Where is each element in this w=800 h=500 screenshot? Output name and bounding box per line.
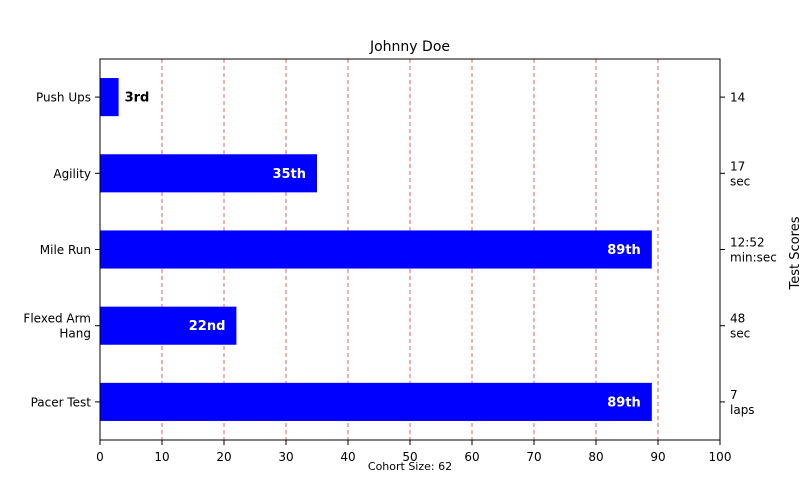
bar <box>100 230 652 269</box>
bar <box>100 78 119 117</box>
x-axis: 0 10 20 30 40 50 60 70 80 90 100 <box>96 440 731 464</box>
category-label: Agility <box>53 167 91 181</box>
x-tick-label: 80 <box>588 450 603 464</box>
x-tick-label: 60 <box>464 450 479 464</box>
rank-labels: 89th 22nd 89th 35th 3rd <box>125 91 641 411</box>
score-label: 7 laps <box>730 388 755 417</box>
category-label: Push Ups <box>36 91 91 105</box>
x-tick-label: 30 <box>278 450 293 464</box>
category-axis: Pacer Test Flexed Arm Hang Mile Run Agility P… <box>23 91 100 409</box>
bars <box>100 78 652 421</box>
right-axis-label: Test Scores <box>788 216 800 290</box>
bar <box>100 306 237 345</box>
rank-label: 3rd <box>125 91 150 106</box>
bar <box>100 382 652 421</box>
category-label: Mile Run <box>40 243 91 257</box>
score-label: 14 <box>730 91 745 105</box>
chart-title: Johnny Doe <box>369 39 450 55</box>
score-label: 17 sec <box>730 159 750 188</box>
x-tick-label: 20 <box>216 450 231 464</box>
category-label: Pacer Test <box>31 395 92 409</box>
x-tick-label: 90 <box>650 450 665 464</box>
x-tick-label: 40 <box>340 450 355 464</box>
x-tick-label: 100 <box>709 450 732 464</box>
cohort-size-label: Cohort Size: 62 <box>367 460 453 473</box>
score-label: 12:52 min:sec <box>730 236 777 265</box>
score-axis: 7 laps 48 sec 12:52 min:sec 17 sec 14 <box>720 91 777 417</box>
x-tick-label: 70 <box>526 450 541 464</box>
bar <box>100 154 317 193</box>
category-label: Flexed Arm Hang <box>23 312 91 341</box>
x-tick-label: 50 <box>402 450 417 464</box>
rank-label: 89th <box>607 395 641 410</box>
score-label: 48 sec <box>730 312 750 341</box>
rank-label: 89th <box>607 243 641 258</box>
rank-label: 22nd <box>189 319 226 334</box>
x-tick-label: 0 <box>96 450 104 464</box>
x-tick-label: 10 <box>154 450 169 464</box>
rank-label: 35th <box>272 167 306 182</box>
